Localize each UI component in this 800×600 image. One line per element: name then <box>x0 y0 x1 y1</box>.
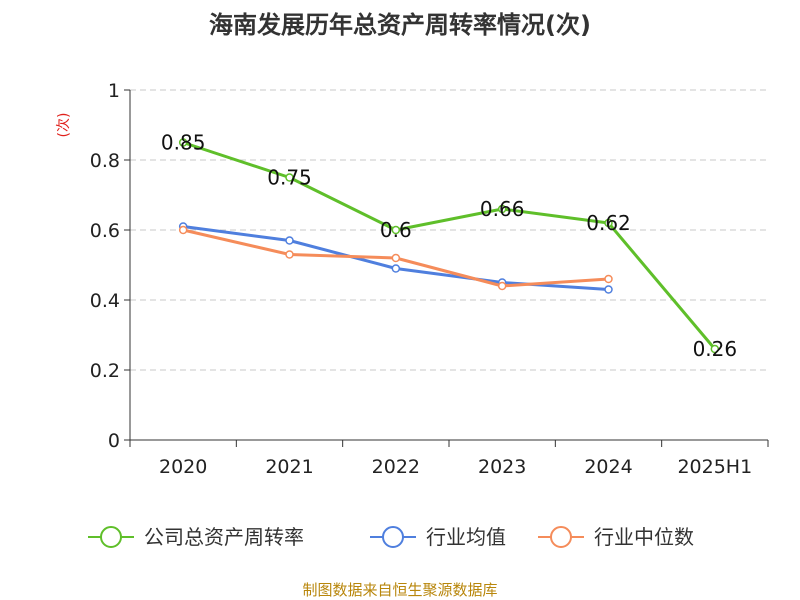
series-line <box>182 141 716 350</box>
data-label: 0.75 <box>267 166 312 190</box>
data-point <box>710 344 720 354</box>
y-tick-label: 0.2 <box>90 360 120 382</box>
y-tick-label: 0.8 <box>90 150 120 172</box>
y-tick-label: 1 <box>108 80 120 102</box>
x-tick-label: 2021 <box>265 456 313 478</box>
data-point <box>178 225 188 235</box>
data-point <box>497 204 507 214</box>
chart-title: 海南发展历年总资产周转率情况(次) <box>209 11 591 39</box>
legend-label: 行业中位数 <box>594 525 694 549</box>
axes: 0 0.2 0.4 0.6 0.8 1 2020 2021 2022 2023 2024 2025H1 <box>90 80 769 478</box>
x-tick-label: 2022 <box>372 456 420 478</box>
legend-label: 公司总资产周转率 <box>144 525 304 549</box>
legend-marker <box>100 526 122 548</box>
data-point <box>178 138 188 147</box>
data-label: 0.66 <box>480 197 525 221</box>
gridlines <box>130 89 768 371</box>
data-point <box>497 281 507 291</box>
data-label: 0.85 <box>161 131 206 155</box>
x-tick-label: 2020 <box>159 456 207 478</box>
data-labels: 0.85 0.75 0.6 0.66 0.62 0.26 <box>161 131 737 362</box>
data-point <box>604 218 613 228</box>
y-tick-label: 0 <box>108 430 120 452</box>
x-tick-label: 2023 <box>478 456 526 478</box>
data-point <box>604 274 613 284</box>
x-tick-label: 2025H1 <box>677 456 752 478</box>
legend-marker <box>550 526 572 548</box>
data-point <box>285 236 294 245</box>
data-point <box>285 173 294 182</box>
legend: 公司总资产周转率 行业均值 行业中位数 <box>88 525 694 549</box>
data-point <box>391 225 401 235</box>
data-point <box>391 264 401 273</box>
y-tick-label: 0.6 <box>90 220 120 242</box>
series-layer <box>178 138 720 354</box>
y-axis-unit: (次) <box>56 113 72 138</box>
legend-marker <box>382 526 404 548</box>
data-point <box>391 253 401 263</box>
legend-label: 行业均值 <box>426 525 506 549</box>
y-tick-label: 0.4 <box>90 290 120 312</box>
data-point <box>285 250 294 259</box>
data-label: 0.6 <box>380 218 412 242</box>
x-tick-label: 2024 <box>584 456 632 478</box>
data-label: 0.62 <box>586 211 631 235</box>
data-label: 0.26 <box>693 337 738 361</box>
source-note: 制图数据来自恒生聚源数据库 <box>302 581 497 599</box>
data-point <box>604 285 613 294</box>
